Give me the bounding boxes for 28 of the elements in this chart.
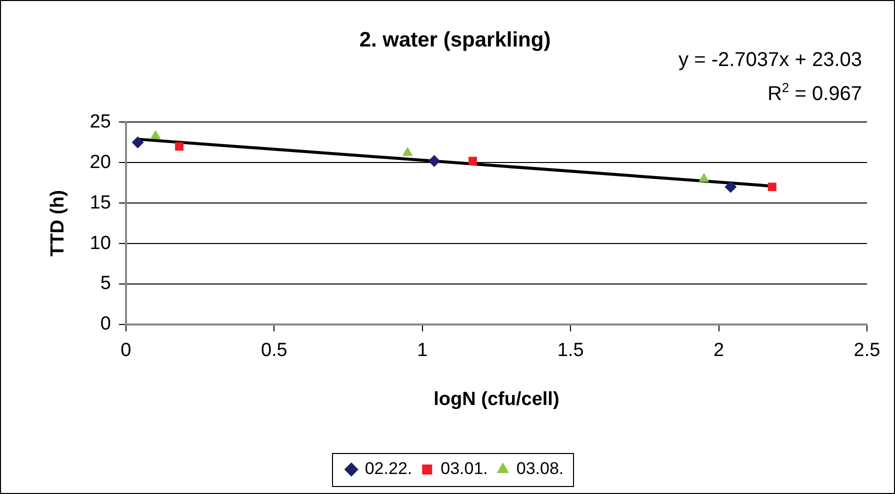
point [132, 136, 144, 148]
x-tick-label: 0 [120, 340, 132, 362]
x-tick-label: 0.5 [260, 340, 288, 362]
y-tick-label: 0 [100, 314, 111, 335]
point [402, 146, 413, 156]
y-axis-title: TTD (h) [48, 190, 69, 257]
x-tick-label: 2 [714, 340, 724, 362]
legend-label: 02.22. [364, 459, 412, 478]
point [468, 156, 477, 166]
point [698, 172, 710, 182]
y-tick-label: 15 [90, 192, 111, 214]
x-tick-label: 1 [417, 340, 428, 362]
point [724, 180, 737, 193]
y-tick-label: 10 [90, 232, 111, 254]
text: y = -2.7037x + 23.03 [678, 49, 862, 71]
y-tick-label: 25 [90, 111, 111, 132]
legend-label: 03.01. [440, 459, 488, 478]
x-axis-title: logN (cfu/cell) [434, 388, 560, 410]
point [428, 155, 440, 168]
y-tick-label: 5 [100, 273, 111, 294]
x-tick-label: 1.5 [557, 340, 584, 362]
legend-label: 03.08. [516, 459, 564, 478]
point [768, 182, 776, 192]
point [175, 142, 184, 151]
y-tick-label: 20 [90, 152, 111, 173]
point [150, 130, 161, 139]
chart-title: 2. water (sparkling) [359, 28, 551, 52]
x-tick-label: 2.5 [854, 340, 880, 362]
